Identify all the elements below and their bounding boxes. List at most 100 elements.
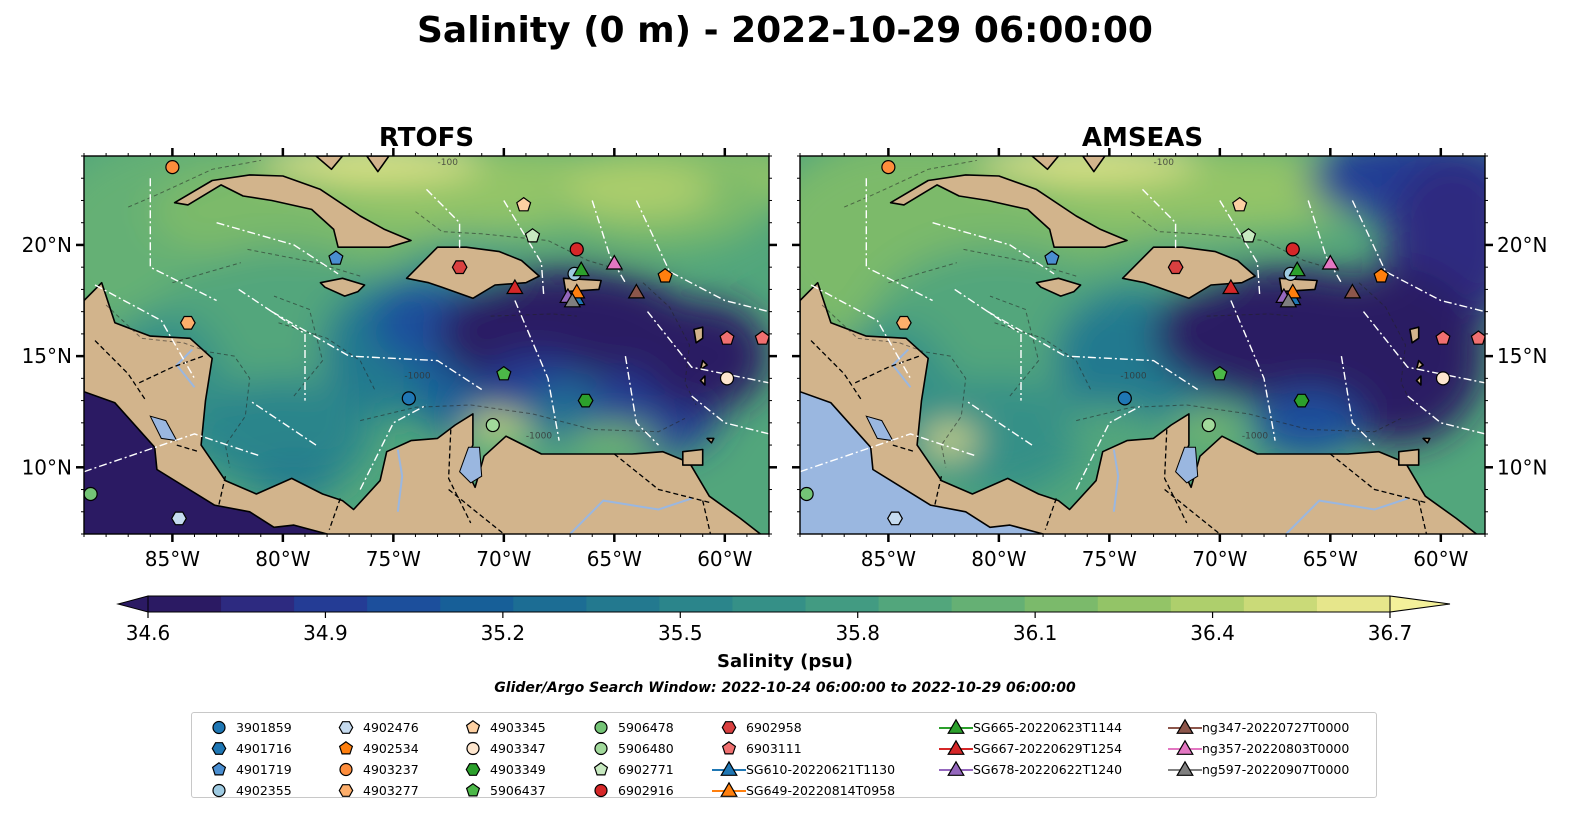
- colorbar-segment: [367, 596, 441, 612]
- marker-SG667-20220629T1254: [1222, 278, 1240, 295]
- legend-entry: 6902916: [584, 780, 674, 801]
- eez-boundary: [249, 400, 317, 446]
- salinity-patch: [260, 156, 482, 179]
- legend-column: 4903345 4903347 4903349 5906437: [456, 717, 546, 801]
- marker-ng357-20220803T0000: [605, 254, 624, 270]
- eez-boundary: [514, 300, 560, 441]
- colorbar-segment: [1243, 596, 1318, 612]
- marker-4903349: [577, 393, 594, 408]
- legend-marker: [338, 721, 354, 734]
- legend-marker: [339, 762, 353, 777]
- legend-label: 6902958: [746, 720, 802, 735]
- country-border: [702, 500, 712, 534]
- legend-label: 6902916: [618, 783, 674, 798]
- x-tick-label: 70°W: [476, 547, 531, 571]
- legend-label: ng357-20220803T0000: [1202, 741, 1350, 756]
- x-tick-label: 75°W: [366, 547, 421, 571]
- land-trinidad: [1398, 448, 1420, 466]
- colorbar-segment: [1024, 596, 1099, 612]
- legend-symbol-icon: [339, 762, 353, 777]
- marker-5906480: [1201, 417, 1216, 433]
- legend-symbol-icon: [594, 783, 608, 798]
- country-border: [1329, 453, 1428, 504]
- legend-symbol-icon: [721, 741, 737, 755]
- legend-marker: [593, 762, 609, 776]
- eez-boundary: [1362, 311, 1485, 384]
- legend-label: 6903111: [746, 741, 802, 756]
- legend-symbol-icon: [1168, 760, 1202, 776]
- legend-symbol-icon: [1168, 718, 1202, 734]
- legend-symbol-icon: [211, 742, 227, 755]
- land-lesser2: [1415, 359, 1424, 371]
- depth-contour: [278, 322, 377, 392]
- legend-marker: [212, 720, 226, 735]
- eez-boundary: [810, 284, 912, 379]
- marker-6902916: [1285, 242, 1300, 257]
- country-border: [138, 355, 204, 384]
- eez-boundary: [1142, 188, 1177, 250]
- marker-6903111: [1435, 330, 1451, 345]
- legend-marker: [1176, 739, 1194, 755]
- salinity-patch: [194, 378, 372, 490]
- eez-boundary: [1340, 355, 1375, 446]
- legend-symbol-icon: [721, 721, 737, 734]
- country-border: [934, 476, 943, 506]
- x-tick-label: 70°W: [1192, 547, 1247, 571]
- marker-4902476: [887, 511, 903, 526]
- country-border: [810, 340, 863, 401]
- legend-label: 4903347: [490, 741, 546, 756]
- x-tick-label: 85°W: [861, 547, 916, 571]
- legend-symbol-icon: [212, 720, 226, 735]
- legend-column: 5906478 5906480 6902771 6902916: [584, 717, 674, 801]
- eez-boundary: [238, 288, 306, 401]
- eez-boundary: [426, 188, 461, 250]
- x-tick-label: 75°W: [1082, 547, 1137, 571]
- marker-ng597-20220907T0000: [1279, 292, 1298, 308]
- legend-entry: 4903345: [456, 717, 546, 738]
- legend-marker: [1176, 718, 1194, 734]
- legend-symbol-icon: [338, 741, 354, 755]
- land-bahamas1: [315, 156, 344, 171]
- eez-boundary: [1230, 300, 1276, 441]
- depth-contour: [105, 304, 251, 468]
- marker-6903111b: [1470, 330, 1485, 345]
- colorbar-segment: [659, 596, 733, 612]
- marker-4902534: [657, 268, 673, 283]
- country-border: [218, 476, 227, 506]
- marker-5906478: [84, 486, 98, 502]
- x-tick-label: 80°W: [971, 547, 1026, 571]
- eez-boundary: [646, 311, 769, 384]
- salinity-patch: [636, 300, 769, 412]
- legend-label: SG667-20220629T1254: [973, 741, 1123, 756]
- depth-contour: [360, 404, 686, 433]
- salinity-patch: [570, 425, 659, 452]
- marker-SG665-20220623T1144: [1288, 260, 1306, 277]
- eez-boundary: [1351, 200, 1485, 313]
- legend-marker: [947, 760, 965, 776]
- marker-6902771: [524, 228, 541, 243]
- depth-contour: [128, 159, 261, 208]
- legend-entry: SG610-20220621T1130: [712, 759, 895, 780]
- panel-frame: [799, 155, 1486, 535]
- legend-marker: [465, 720, 481, 734]
- land-jamaica: [1035, 277, 1082, 297]
- legend-marker: [465, 783, 481, 797]
- legend-label: 4903349: [490, 762, 546, 777]
- marker-4901719: [1044, 250, 1060, 265]
- legend-label: 4903237: [363, 762, 419, 777]
- y-tick-label: 20°N: [22, 233, 72, 257]
- colorbar-tick-label: 36.4: [1190, 621, 1235, 645]
- land-bahamas2: [1082, 156, 1106, 173]
- legend-label: ng597-20220907T0000: [1202, 762, 1350, 777]
- legend-symbol-icon: [593, 762, 609, 776]
- country-border: [328, 498, 341, 530]
- legend-marker: [947, 739, 965, 755]
- legend-symbol-icon: [466, 741, 480, 756]
- land-lesser3: [699, 375, 706, 386]
- y-tick-label: 10°N: [1497, 455, 1547, 479]
- legend-symbol-icon: [939, 760, 973, 776]
- river: [396, 449, 404, 512]
- colorbar-segment: [1097, 596, 1172, 612]
- colorbar-segment: [1316, 596, 1391, 612]
- marker-ng347-20220727T0000: [627, 283, 646, 299]
